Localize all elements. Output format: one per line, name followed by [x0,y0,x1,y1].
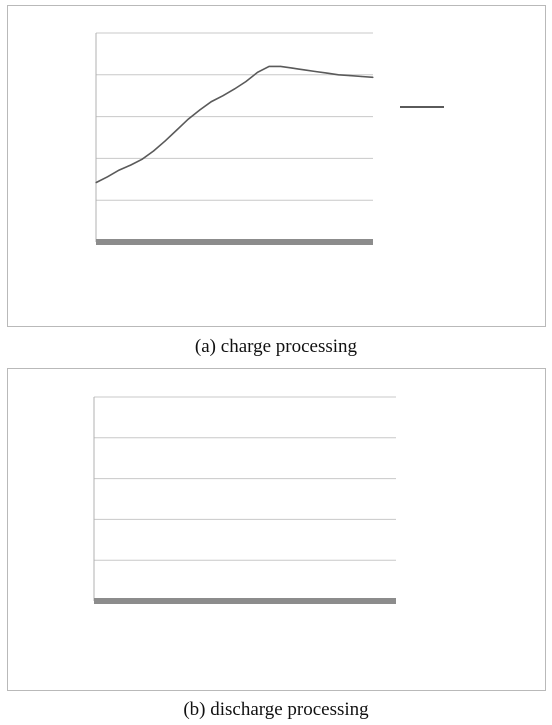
data-point [164,140,166,142]
data-point [280,65,282,68]
data-point [130,164,132,166]
discharge-chart [93,396,396,604]
data-point [268,65,270,68]
data-point [314,70,316,73]
data-point [245,80,247,83]
data-point [372,76,374,78]
data-point [95,182,97,184]
data-point [141,158,143,160]
caption-charge: (a) charge processing [194,336,358,357]
charge-chart [95,32,444,245]
data-point [118,169,120,171]
chart-panel-discharge [7,368,546,691]
data-point [153,150,155,152]
data-point [187,118,189,120]
x-axis-baseline [94,598,396,604]
data-point [176,129,178,131]
data-point [233,88,236,90]
series-line-side-wall-1 [95,65,374,184]
data-point [291,67,293,69]
data-point [210,100,213,103]
data-point [337,74,339,76]
data-point [360,75,363,78]
data-point [297,68,299,70]
data-point [222,95,224,97]
data-point [326,72,328,74]
data-point [303,69,305,71]
data-point [256,71,259,73]
data-point [349,75,351,77]
x-axis-baseline [96,239,373,245]
data-point [199,109,201,111]
caption-discharge: (b) discharge processing [183,699,369,720]
chart-panel-charge [7,5,546,327]
data-point [106,176,109,178]
